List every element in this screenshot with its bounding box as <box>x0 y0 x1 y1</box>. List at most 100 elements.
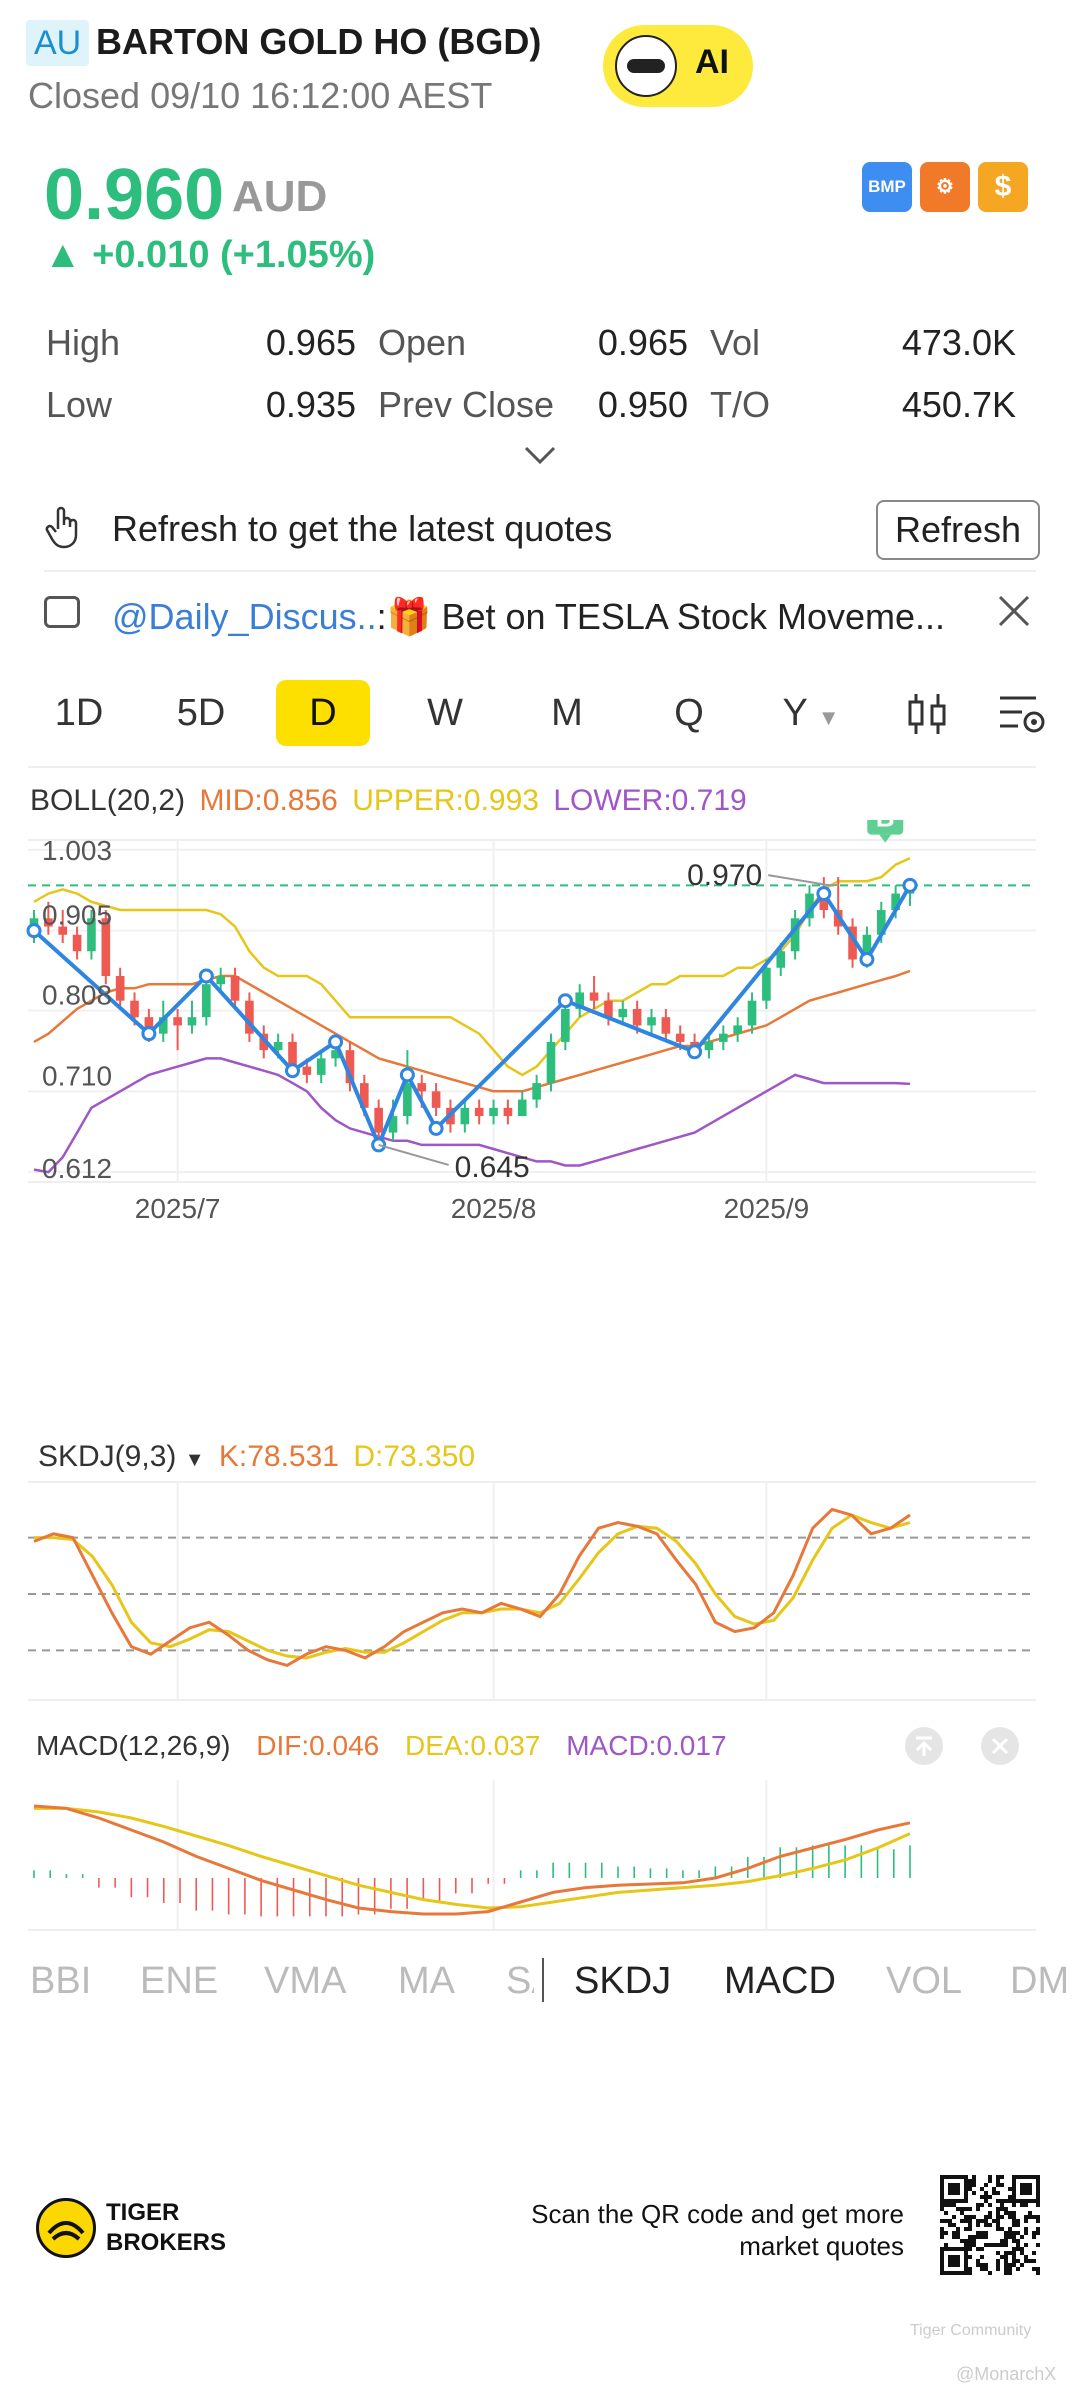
indicator-tab-macd[interactable]: MACD <box>724 1960 836 2002</box>
qr-module <box>1000 2203 1004 2207</box>
qr-module <box>1012 2239 1016 2243</box>
close-icon[interactable] <box>996 590 1032 640</box>
skdj-name: SKDJ(9,3) <box>38 1440 177 1473</box>
dollar-badge-icon[interactable]: $ <box>978 162 1028 212</box>
qr-module <box>968 2267 972 2271</box>
qr-module <box>960 2219 964 2223</box>
news-ticker[interactable]: @Daily_Discus..:🎁 Bet on TESLA Stock Mov… <box>112 596 942 638</box>
indicator-tab-vol[interactable]: VOL <box>886 1960 963 2002</box>
qr-module <box>996 2251 1000 2255</box>
stat-low-label: Low <box>46 384 113 425</box>
qr-module <box>968 2215 972 2219</box>
candle-body <box>618 1008 628 1018</box>
tab-separator <box>542 1958 544 2002</box>
qr-module <box>1028 2215 1032 2219</box>
stock-title[interactable]: BARTON GOLD HO (BGD) <box>96 21 542 62</box>
tab-month[interactable]: M <box>551 692 583 734</box>
candle-body <box>273 1041 283 1051</box>
qr-module <box>1000 2207 1004 2211</box>
x-tick-label: 2025/8 <box>451 1193 537 1224</box>
candle-body <box>302 1066 312 1075</box>
qr-module <box>968 2243 972 2247</box>
qr-module <box>1000 2239 1004 2243</box>
stat-turnover-label: T/O <box>710 384 770 425</box>
candle-body <box>532 1083 541 1100</box>
tab-day[interactable]: D <box>276 680 370 746</box>
refresh-button[interactable]: Refresh <box>876 500 1040 560</box>
qr-module <box>972 2243 976 2247</box>
qr-module <box>952 2223 956 2227</box>
candlestick-type-icon[interactable] <box>906 690 950 743</box>
stat-vol-value: 473.0K <box>901 322 1016 363</box>
qr-finder <box>1012 2175 1040 2203</box>
qr-module <box>996 2175 1000 2179</box>
indicator-tab-vma[interactable]: VMA <box>264 1960 347 2002</box>
price-chart[interactable]: 0.970 0.645 B 1.003 0.905 0.808 0.710 0.612 20… <box>0 820 1080 1940</box>
price-change: ▲ +0.010 (+1.05%) <box>44 234 376 276</box>
skdj-legend[interactable]: SKDJ(9,3) ▼ K:78.531 D:73.350 <box>38 1440 475 1474</box>
qr-module <box>996 2223 1000 2227</box>
period-tabs: 1D 5D D W M Q Y ▼ <box>26 680 1056 750</box>
news-mention[interactable]: @Daily_Discus.. <box>112 596 377 637</box>
qr-module <box>988 2203 992 2207</box>
pin-top-icon[interactable] <box>904 1726 944 1771</box>
tab-year-label: Y <box>782 692 808 734</box>
tab-5d[interactable]: 5D <box>176 692 226 734</box>
qr-module <box>940 2207 944 2211</box>
tab-1d[interactable]: 1D <box>54 692 104 734</box>
ai-assistant-button[interactable]: AI <box>603 25 753 107</box>
qr-module <box>1004 2231 1008 2235</box>
tab-year[interactable]: Y ▼ <box>764 680 858 746</box>
skdj-k: K:78.531 <box>218 1440 339 1473</box>
boll-lower: LOWER:0.719 <box>553 784 747 817</box>
skdj-k-line <box>33 1507 911 1668</box>
qr-module <box>976 2263 980 2267</box>
qr-module <box>968 2227 972 2231</box>
qr-module <box>1024 2227 1028 2231</box>
candle-body <box>862 934 872 960</box>
qr-module <box>944 2219 948 2223</box>
qr-module <box>992 2191 996 2195</box>
macd-legend[interactable]: MACD(12,26,9) DIF:0.046 DEA:0.037 MACD:0… <box>36 1730 727 1762</box>
qr-module <box>956 2231 960 2235</box>
expand-chevron-icon[interactable] <box>522 440 558 474</box>
qr-module <box>940 2203 944 2207</box>
qr-module <box>960 2239 964 2243</box>
qr-module <box>976 2235 980 2239</box>
news-headline[interactable]: :🎁 Bet on TESLA Stock Moveme... <box>376 596 942 637</box>
qr-module <box>1032 2259 1036 2263</box>
qr-module <box>960 2207 964 2211</box>
bmp-badge-icon[interactable]: BMP <box>862 162 912 212</box>
gauge-badge-icon[interactable]: ⚙ <box>920 162 970 212</box>
candle-body <box>87 918 96 952</box>
macd-dif: DIF:0.046 <box>256 1730 380 1761</box>
indicator-tab-dmi[interactable]: DMI <box>1010 1960 1070 2002</box>
remove-indicator-icon[interactable] <box>980 1726 1020 1771</box>
indicator-tab-bbi[interactable]: BBI <box>30 1960 92 2002</box>
indicator-tab-skdj[interactable]: SKDJ <box>574 1960 672 2002</box>
qr-module <box>956 2207 960 2211</box>
tab-week[interactable]: W <box>427 692 463 734</box>
indicator-tab-ene[interactable]: ENE <box>140 1960 219 2002</box>
qr-module <box>964 2239 968 2243</box>
qr-module <box>988 2215 992 2219</box>
indicator-tab-ma[interactable]: MA <box>398 1960 455 2002</box>
tab-quarter[interactable]: Q <box>674 692 704 734</box>
qr-module <box>1000 2243 1004 2247</box>
qr-module <box>988 2211 992 2215</box>
qr-module <box>972 2191 976 2195</box>
qr-module <box>1012 2247 1016 2251</box>
qr-module <box>976 2259 980 2263</box>
qr-module <box>968 2271 972 2275</box>
qr-module <box>952 2203 956 2207</box>
qr-module <box>956 2235 960 2239</box>
chart-settings-icon[interactable] <box>998 692 1046 741</box>
boll-legend[interactable]: BOLL(20,2) MID:0.856 UPPER:0.993 LOWER:0… <box>30 784 747 818</box>
qr-module <box>972 2179 976 2183</box>
ai-label: AI <box>695 43 729 81</box>
indicator-tab-sa[interactable]: SA <box>506 1960 534 2002</box>
qr-module <box>976 2223 980 2227</box>
qr-module <box>996 2219 1000 2223</box>
candle-body <box>101 918 111 976</box>
qr-module <box>1004 2263 1008 2267</box>
